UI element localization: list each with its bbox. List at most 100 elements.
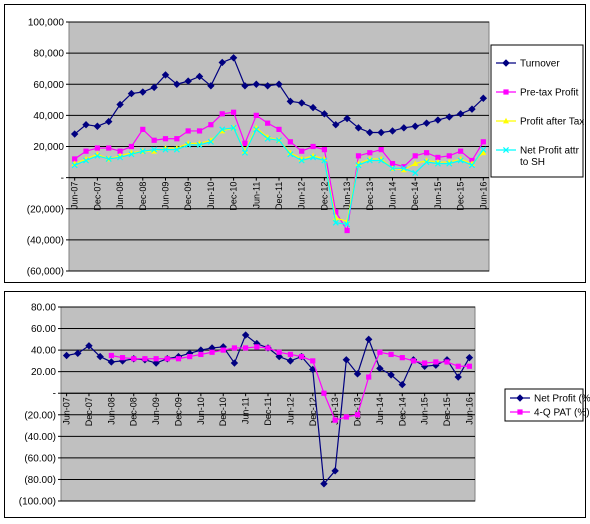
x-tick-label: Jun-13 [330, 397, 340, 425]
x-tick-label: Dec-11 [274, 182, 284, 210]
data-point [332, 121, 340, 129]
data-point [310, 152, 317, 159]
data-point [142, 356, 148, 362]
data-point [309, 103, 317, 112]
data-point [242, 140, 248, 146]
x-tick-label: Dec-13 [365, 182, 375, 211]
data-point [309, 365, 317, 374]
x-tick-label: Jun-14 [375, 397, 385, 425]
data-point [367, 150, 373, 156]
data-point [354, 412, 361, 418]
x-tick-label: Jun-07 [70, 182, 80, 210]
data-point [343, 414, 349, 420]
data-point [376, 364, 384, 373]
data-point [344, 227, 350, 234]
data-point [265, 345, 271, 351]
y-tick-label: 60.00 [31, 324, 56, 335]
data-point [465, 353, 474, 362]
data-point [298, 353, 305, 360]
series-net-profit-attr-to-sh [71, 124, 487, 228]
data-point [153, 356, 159, 362]
x-tick-label: Dec-10 [229, 182, 239, 211]
y-tick-label: 80,000 [33, 49, 64, 60]
data-point [388, 127, 397, 135]
x-tick-label: Jun-10 [196, 397, 206, 425]
data-point [253, 112, 259, 118]
data-point [446, 160, 453, 167]
data-point [480, 146, 487, 153]
x-tick-label: Dec-15 [442, 397, 452, 426]
legend-swatch-marker [503, 117, 509, 124]
data-point [399, 355, 405, 361]
legend-label-cont: to SH [520, 157, 545, 168]
data-point [94, 145, 100, 151]
y-tick-label: - [61, 173, 64, 184]
legend-swatch-marker [516, 394, 524, 402]
y-tick-label: 40,000 [33, 111, 64, 122]
data-point [185, 128, 191, 134]
data-point [162, 146, 169, 153]
legend-item: Profit after Tax [496, 117, 584, 128]
data-point [332, 219, 339, 226]
data-point [310, 154, 317, 161]
x-tick-label: Jun-11 [251, 182, 261, 209]
data-point [131, 356, 137, 362]
data-point [252, 80, 261, 88]
data-point [230, 109, 237, 115]
data-point [117, 154, 124, 161]
data-point [355, 162, 362, 169]
data-point [320, 110, 329, 118]
top-line-chart: 100,000 80,000 60,000 40,000 20,000 - (20,000)… [27, 18, 585, 278]
data-point [264, 135, 271, 142]
data-point [151, 146, 158, 153]
data-point [468, 162, 475, 169]
legend: Net Profit (%) 4-Q PAT (%) [504, 388, 590, 422]
x-tick-label: Jun-15 [433, 182, 443, 210]
data-point [230, 359, 239, 367]
data-point [343, 114, 351, 123]
data-point [298, 157, 305, 164]
data-point [412, 169, 419, 176]
legend-label: Net Profit (%) [534, 394, 590, 405]
data-point [209, 349, 215, 355]
legend-label: Turnover [520, 59, 560, 70]
data-point [263, 82, 272, 90]
data-point [400, 165, 407, 172]
data-point [119, 355, 126, 361]
data-point [187, 353, 193, 360]
data-point [423, 159, 430, 166]
data-point [410, 358, 417, 364]
data-point [400, 124, 408, 132]
data-point [445, 113, 453, 121]
data-point [72, 156, 78, 162]
data-point [454, 373, 462, 381]
data-point [444, 359, 450, 365]
data-point [398, 380, 406, 389]
data-point [468, 105, 476, 113]
legend-label: Pre-tax Profit [520, 88, 579, 99]
legend-item: 4-Q PAT (%) [510, 408, 590, 419]
x-tick-label: Jun-08 [106, 397, 116, 425]
x-tick-label: Jun-07 [62, 397, 72, 425]
x-tick-label: Jun-16 [464, 397, 474, 425]
data-point [151, 147, 158, 154]
data-point [387, 371, 395, 379]
data-point [455, 363, 461, 369]
y-tick-label: 20,000 [33, 142, 64, 153]
x-tick-label: Dec-15 [456, 182, 466, 211]
x-tick-label: Dec-14 [410, 182, 420, 211]
data-point [230, 124, 237, 131]
data-point [297, 99, 306, 107]
x-tick-label: Jun-15 [420, 397, 430, 425]
data-point [185, 141, 192, 148]
x-tick-label: Dec-14 [397, 397, 407, 426]
data-point [94, 152, 101, 159]
data-point [287, 151, 294, 158]
data-point [241, 147, 248, 154]
x-tick-label: Jun-10 [206, 182, 216, 210]
x-tick-label: Dec-12 [308, 397, 318, 426]
data-point [276, 349, 282, 355]
data-point [139, 88, 147, 96]
data-point [253, 124, 260, 131]
data-point [218, 58, 226, 67]
